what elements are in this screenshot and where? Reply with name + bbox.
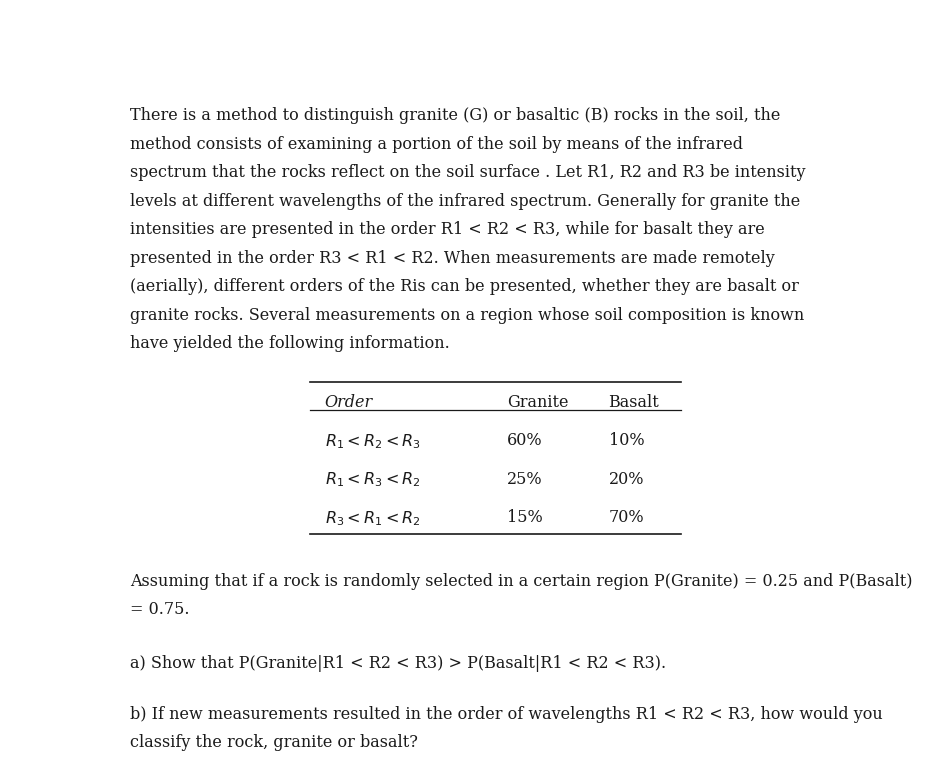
Text: $R_3 < R_1 < R_2$: $R_3 < R_1 < R_2$ bbox=[325, 510, 421, 528]
Text: There is a method to distinguish granite (G) or basaltic (B) rocks in the soil, : There is a method to distinguish granite… bbox=[131, 107, 781, 124]
Text: a) Show that P(Granite|R1 < R2 < R3) > P(Basalt|R1 < R2 < R3).: a) Show that P(Granite|R1 < R2 < R3) > P… bbox=[131, 655, 667, 672]
Text: (aerially), different orders of the Ris can be presented, whether they are basal: (aerially), different orders of the Ris … bbox=[131, 278, 799, 295]
Text: granite rocks. Several measurements on a region whose soil composition is known: granite rocks. Several measurements on a… bbox=[131, 307, 805, 324]
Text: b) If new measurements resulted in the order of wavelengths R1 < R2 < R3, how wo: b) If new measurements resulted in the o… bbox=[131, 705, 884, 722]
Text: levels at different wavelengths of the infrared spectrum. Generally for granite : levels at different wavelengths of the i… bbox=[131, 193, 801, 210]
Text: = 0.75.: = 0.75. bbox=[131, 601, 190, 618]
Text: $R_1 < R_2 < R_3$: $R_1 < R_2 < R_3$ bbox=[325, 432, 421, 451]
Text: classify the rock, granite or basalt?: classify the rock, granite or basalt? bbox=[131, 734, 419, 751]
Text: Granite: Granite bbox=[507, 393, 568, 410]
Text: method consists of examining a portion of the soil by means of the infrared: method consists of examining a portion o… bbox=[131, 136, 744, 153]
Text: Order: Order bbox=[325, 393, 373, 410]
Text: presented in the order R3 < R1 < R2. When measurements are made remotely: presented in the order R3 < R1 < R2. Whe… bbox=[131, 250, 776, 267]
Text: Basalt: Basalt bbox=[608, 393, 659, 410]
Text: spectrum that the rocks reflect on the soil surface . Let R1, R2 and R3 be inten: spectrum that the rocks reflect on the s… bbox=[131, 164, 806, 181]
Text: 15%: 15% bbox=[507, 510, 543, 527]
Text: have yielded the following information.: have yielded the following information. bbox=[131, 335, 450, 352]
Text: intensities are presented in the order R1 < R2 < R3, while for basalt they are: intensities are presented in the order R… bbox=[131, 221, 765, 238]
Text: Assuming that if a rock is randomly selected in a certain region P(Granite) = 0.: Assuming that if a rock is randomly sele… bbox=[131, 573, 913, 590]
Text: 60%: 60% bbox=[507, 432, 543, 449]
Text: 70%: 70% bbox=[608, 510, 644, 527]
Text: 10%: 10% bbox=[608, 432, 644, 449]
Text: 20%: 20% bbox=[608, 470, 644, 488]
Text: 25%: 25% bbox=[507, 470, 543, 488]
Text: $R_1 < R_3 < R_2$: $R_1 < R_3 < R_2$ bbox=[325, 470, 421, 490]
